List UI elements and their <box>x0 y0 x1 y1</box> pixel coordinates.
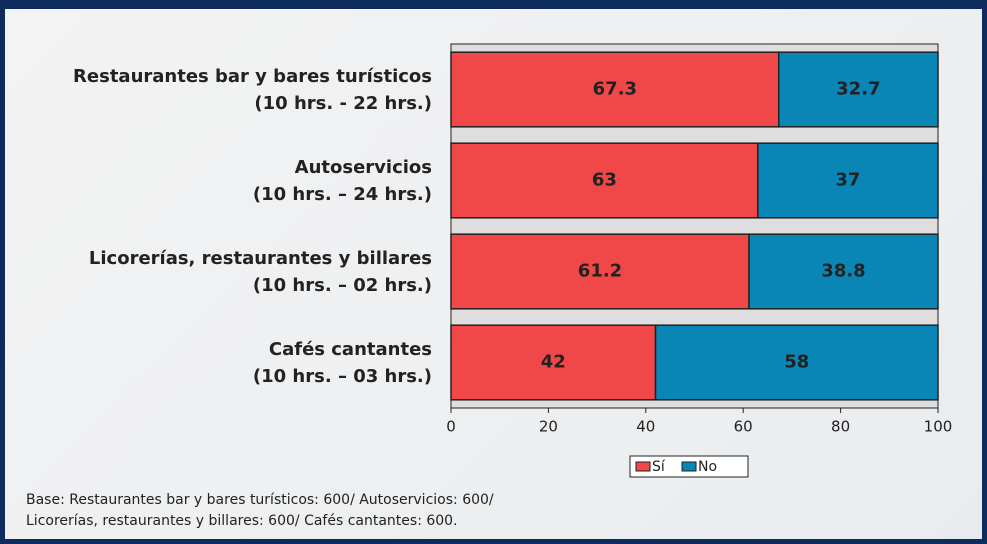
bar <box>778 51 939 128</box>
value-label: 61.2 <box>578 261 622 282</box>
value-label: 38.8 <box>821 261 865 282</box>
value-label: 58 <box>784 352 809 373</box>
x-tick-label: 80 <box>831 418 850 436</box>
bar <box>450 324 657 401</box>
footnote: Base: Restaurantes bar y bares turístico… <box>26 492 494 529</box>
bar <box>450 51 780 128</box>
bar <box>757 142 939 219</box>
category-label: Licorerías, restaurantes y billares (10 … <box>88 247 432 296</box>
x-tick-label: 100 <box>924 418 953 436</box>
bar <box>748 233 939 310</box>
legend-label: No <box>698 459 717 475</box>
value-label: 42 <box>541 352 566 373</box>
x-tick-label: 40 <box>636 418 655 436</box>
value-label: 67.3 <box>593 79 637 100</box>
x-tick-label: 0 <box>446 418 456 436</box>
x-tick-label: 60 <box>734 418 753 436</box>
legend-swatch <box>635 461 651 472</box>
legend-label: Sí <box>652 459 666 475</box>
legend-swatch <box>681 461 697 472</box>
value-label: 32.7 <box>836 79 880 100</box>
bar <box>450 142 759 219</box>
category-label: Cafés cantantes (10 hrs. – 03 hrs.) <box>252 338 432 387</box>
plot: 0 20 40 60 80 100 67.3 32.7 63 37 61.2 38.8 42 58 Sí No <box>446 43 953 478</box>
bar <box>450 233 750 310</box>
x-tick-label: 20 <box>539 418 558 436</box>
category-label: Autoservicios (10 hrs. – 24 hrs.) <box>252 156 432 205</box>
value-label: 37 <box>835 170 860 191</box>
value-label: 63 <box>592 170 617 191</box>
category-label: Restaurantes bar y bares turísticos (10 … <box>73 65 432 114</box>
bar <box>654 324 939 401</box>
